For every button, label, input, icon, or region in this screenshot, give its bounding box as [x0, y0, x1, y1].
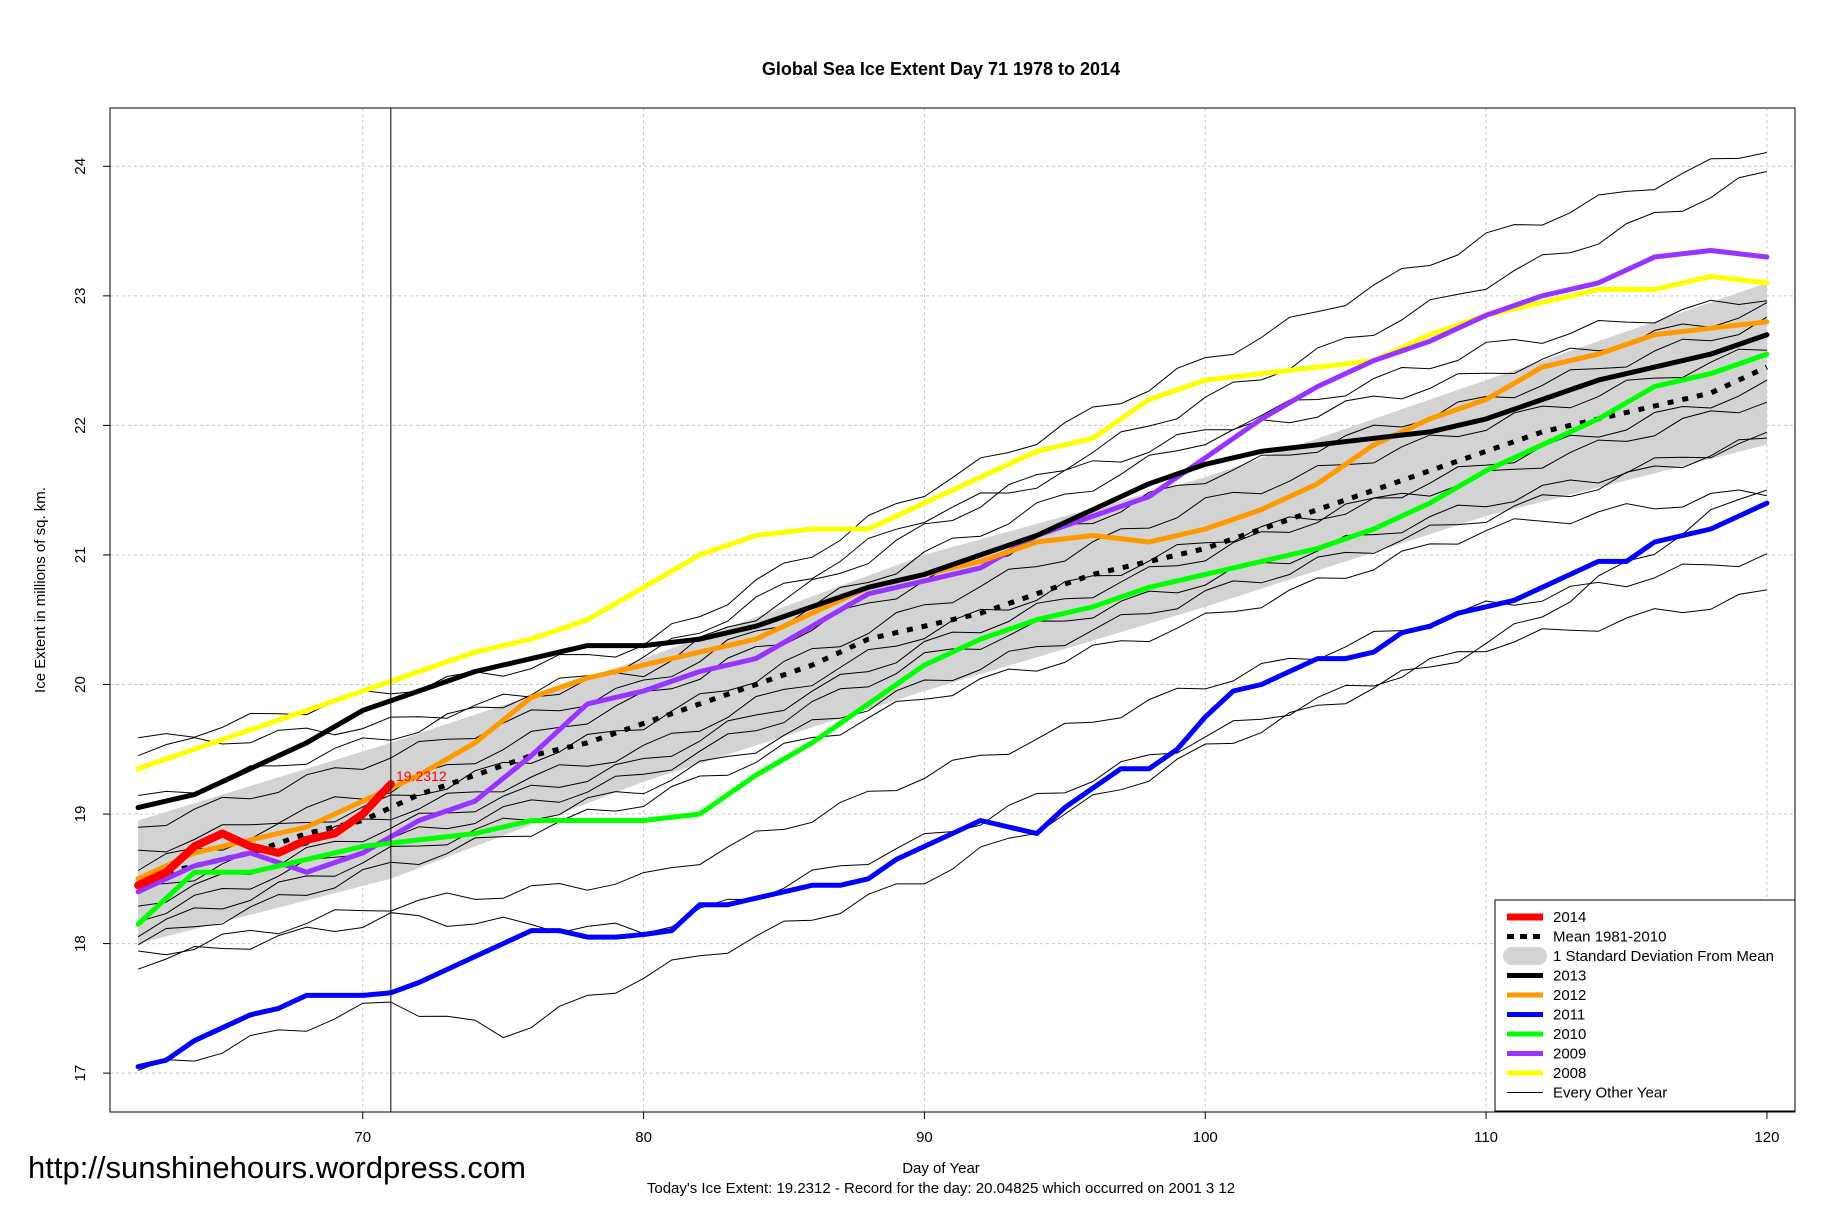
legend-label: 2008 [1553, 1065, 1586, 1082]
legend-label: 2011 [1553, 1007, 1585, 1024]
legend-label: 2012 [1553, 987, 1586, 1004]
axes: 70 80 90 100 110 120 17 18 19 20 21 22 23 24 [72, 107, 1796, 1146]
chart-title: Global Sea Ice Extent Day 71 1978 to 201… [762, 59, 1120, 79]
legend-box [1494, 899, 1796, 1112]
today-value-label: 19.2312 [396, 768, 447, 784]
legend-label: 1 Standard Deviation From Mean [1553, 948, 1774, 965]
sd-band-area [138, 282, 1767, 944]
legend: 2014 Mean 1981-2010 1 Standard Deviation F… [1494, 899, 1796, 1112]
background-year-line [137, 348, 1767, 871]
x-tick-label: 120 [1754, 1129, 1779, 1146]
legend-label: 2010 [1553, 1026, 1586, 1043]
legend-label: Every Other Year [1553, 1085, 1667, 1102]
footer-record-text: Today's Ice Extent: 19.2312 - Record for… [647, 1180, 1235, 1197]
legend-label: 2009 [1553, 1046, 1586, 1063]
y-tick-label: 20 [72, 676, 89, 693]
legend-label: Mean 1981-2010 [1553, 929, 1666, 946]
series-line-2013 [135, 332, 1770, 811]
y-tick-label: 19 [72, 806, 89, 823]
background-year-line [137, 489, 1768, 1071]
y-tick-label: 24 [72, 158, 89, 175]
background-year-line [137, 171, 1768, 757]
background-year-line [138, 299, 1767, 796]
y-tick-label: 22 [72, 417, 89, 434]
y-tick-label: 17 [72, 1065, 89, 1082]
x-tick-label: 70 [354, 1129, 371, 1146]
series-line-2011 [135, 500, 1770, 1070]
legend-swatch-band [1503, 947, 1547, 965]
series-line-2009 [135, 248, 1770, 895]
background-year-line [137, 431, 1768, 923]
background-year-line [138, 302, 1768, 828]
series-line-2010 [135, 351, 1770, 927]
background-year-line [137, 437, 1767, 938]
y-tick-label: 21 [72, 547, 89, 564]
legend-label: 2014 [1553, 909, 1586, 926]
x-tick-label: 100 [1193, 1129, 1218, 1146]
y-tick-label: 18 [72, 935, 89, 952]
series-lines [134, 248, 1770, 1070]
plot-frame [109, 107, 1796, 1113]
x-tick-label: 80 [635, 1129, 652, 1146]
x-axis-label: Day of Year [902, 1160, 980, 1177]
background-year-line [137, 489, 1767, 946]
legend-label: 2013 [1553, 968, 1586, 985]
y-axis-label: Ice Extent in millions of sq. km. [32, 487, 49, 693]
y-tick-label: 23 [72, 288, 89, 305]
source-url: http://sunshinehours.wordpress.com [28, 1150, 526, 1185]
series-line-2012 [135, 319, 1770, 882]
mean-line [137, 364, 1768, 882]
x-tick-label: 110 [1474, 1129, 1498, 1146]
x-tick-label: 90 [916, 1129, 933, 1146]
series-line-2014 [134, 780, 395, 890]
mean-line-layer [137, 364, 1768, 882]
series-line-2008 [135, 273, 1770, 772]
sd-band [138, 282, 1767, 944]
